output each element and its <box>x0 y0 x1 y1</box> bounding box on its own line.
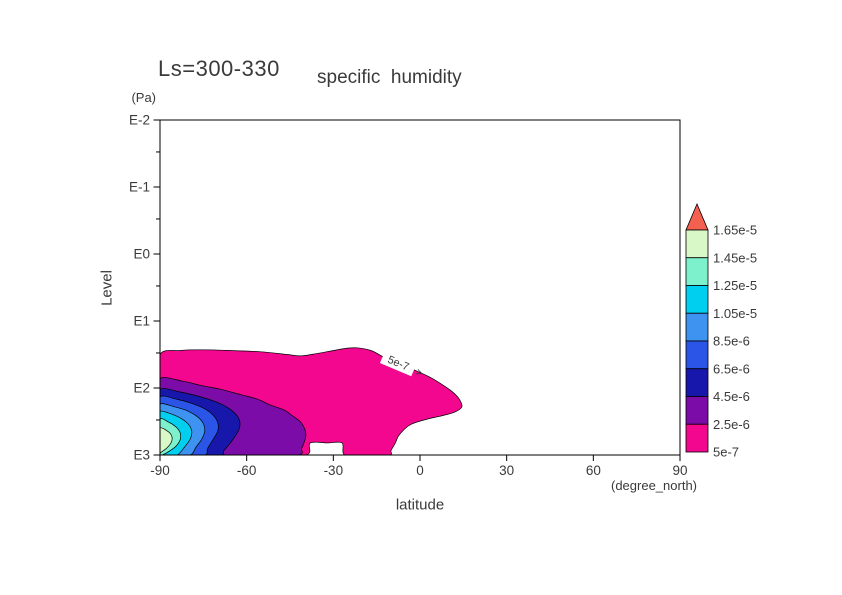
contour-regions <box>160 347 463 455</box>
colorbar-label: 1.45e-5 <box>713 250 757 265</box>
colorbar-segment <box>685 423 709 453</box>
colorbar-label: 5e-7 <box>713 445 739 460</box>
colorbar-segment <box>685 285 709 314</box>
colorbar-label: 1.05e-5 <box>713 306 757 321</box>
x-tick-label: 30 <box>499 463 514 478</box>
colorbar-segment <box>685 368 709 397</box>
colorbar-label: 6.5e-6 <box>713 361 750 376</box>
plot-title-ls: Ls=300-330 <box>158 56 280 81</box>
contour-label-arrow: > <box>414 366 425 380</box>
x-tick-label: 0 <box>416 463 424 478</box>
plot-title-variable: specific humidity <box>317 67 462 88</box>
y-tick-label: E0 <box>133 247 150 262</box>
colorbar-label: 1.65e-5 <box>713 223 757 238</box>
axis-tick-labels: -90 -60 -30 0 30 60 90 E-2 E-1 E0 E1 E2 E3 <box>129 113 688 479</box>
y-tick-label: E-2 <box>129 113 150 128</box>
colorbar-segment <box>685 396 709 425</box>
x-tick-label: -90 <box>150 463 170 478</box>
colorbar-label: 8.5e-6 <box>713 334 750 349</box>
colorbar-arrow <box>685 202 709 231</box>
contour-label-mask <box>379 349 418 377</box>
y-tick-label: E-1 <box>129 180 150 195</box>
colorbar-segment <box>685 257 709 286</box>
x-tick-label: 90 <box>672 463 687 478</box>
colorbar-label: 2.5e-6 <box>713 417 750 432</box>
x-axis-unit-label: (degree_north) <box>611 478 697 493</box>
contour-label-arrow-glyph: > <box>414 366 425 380</box>
y-tick-label: E1 <box>133 314 150 329</box>
x-tick-label: -60 <box>237 463 257 478</box>
y-tick-label: E3 <box>133 448 150 463</box>
y-tick-label: E2 <box>133 381 150 396</box>
colorbar: 1.65e-5 1.45e-5 1.25e-5 1.05e-5 8.5e-6 6.5e-6… <box>685 202 757 460</box>
x-axis-label: latitude <box>395 496 445 514</box>
y-axis-unit-label: (Pa) <box>131 90 156 105</box>
x-tick-label: -30 <box>324 463 344 478</box>
colorbar-label: 4.5e-6 <box>713 389 750 404</box>
colorbar-segment <box>685 312 709 342</box>
colorbar-label: 1.25e-5 <box>713 278 757 293</box>
x-tick-label: 60 <box>586 463 601 478</box>
colorbar-segment <box>685 229 709 259</box>
colorbar-segment <box>685 340 709 370</box>
axis-ticks <box>153 119 681 461</box>
contour-region-1.45e-5 <box>160 427 173 454</box>
